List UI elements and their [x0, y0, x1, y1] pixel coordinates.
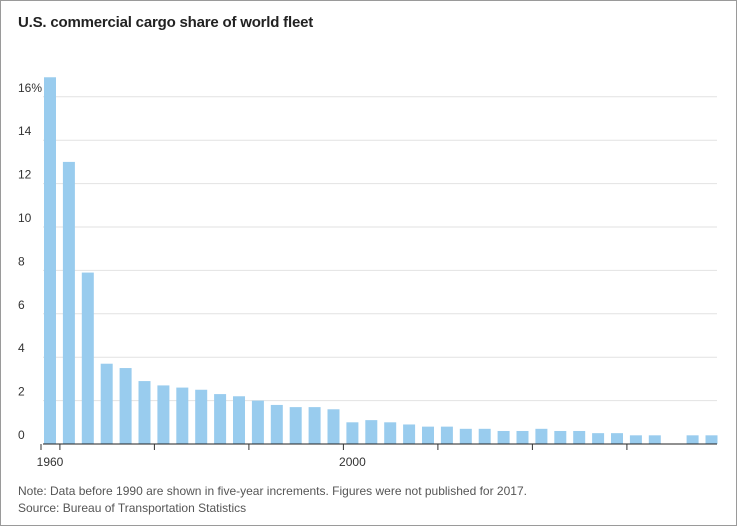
bar [214, 394, 227, 444]
bar [308, 407, 321, 444]
bar [403, 424, 416, 444]
bar [346, 422, 359, 444]
bar [157, 385, 170, 444]
y-tick-label: 8 [18, 254, 25, 268]
bar [648, 435, 661, 444]
bar-chart: 0 2 4 6 8 10 12 14 16% 1960 2000 [18, 77, 718, 469]
x-tick-label: 2000 [339, 455, 366, 469]
y-tick-label: 16% [18, 81, 42, 95]
bar [270, 404, 283, 444]
bar [251, 400, 264, 444]
bar [592, 433, 605, 444]
bar [422, 426, 434, 444]
y-tick-label: 10 [18, 211, 32, 225]
y-tick-label: 6 [18, 298, 25, 312]
bar [233, 396, 245, 444]
bar [81, 272, 94, 444]
bar [327, 409, 340, 444]
bar [62, 161, 75, 444]
bar [384, 422, 397, 444]
x-tick-label: 1960 [37, 455, 64, 469]
bar [195, 389, 208, 444]
bar [516, 430, 529, 444]
bar [554, 430, 567, 444]
y-tick-label: 0 [18, 428, 25, 442]
bar [686, 435, 699, 444]
bar [119, 368, 132, 444]
bar [459, 428, 472, 444]
bar [176, 387, 189, 444]
bar [535, 428, 548, 444]
chart-source: Source: Bureau of Transportation Statist… [18, 501, 247, 515]
bar [440, 426, 453, 444]
bar [573, 430, 586, 444]
y-tick-label: 2 [18, 385, 25, 399]
y-tick-label: 14 [18, 124, 32, 138]
bar [705, 435, 718, 444]
bar [629, 435, 642, 444]
bar [100, 363, 113, 444]
chart-note: Note: Data before 1990 are shown in five… [18, 484, 527, 498]
bar [478, 428, 491, 444]
bar [44, 77, 56, 445]
y-tick-label: 4 [18, 341, 25, 355]
bar [289, 407, 302, 444]
chart-title: U.S. commercial cargo share of world fle… [18, 14, 314, 31]
bar [611, 433, 623, 444]
bar [497, 430, 510, 444]
bar [138, 381, 151, 444]
bar [365, 420, 378, 444]
y-tick-label: 12 [18, 168, 32, 182]
